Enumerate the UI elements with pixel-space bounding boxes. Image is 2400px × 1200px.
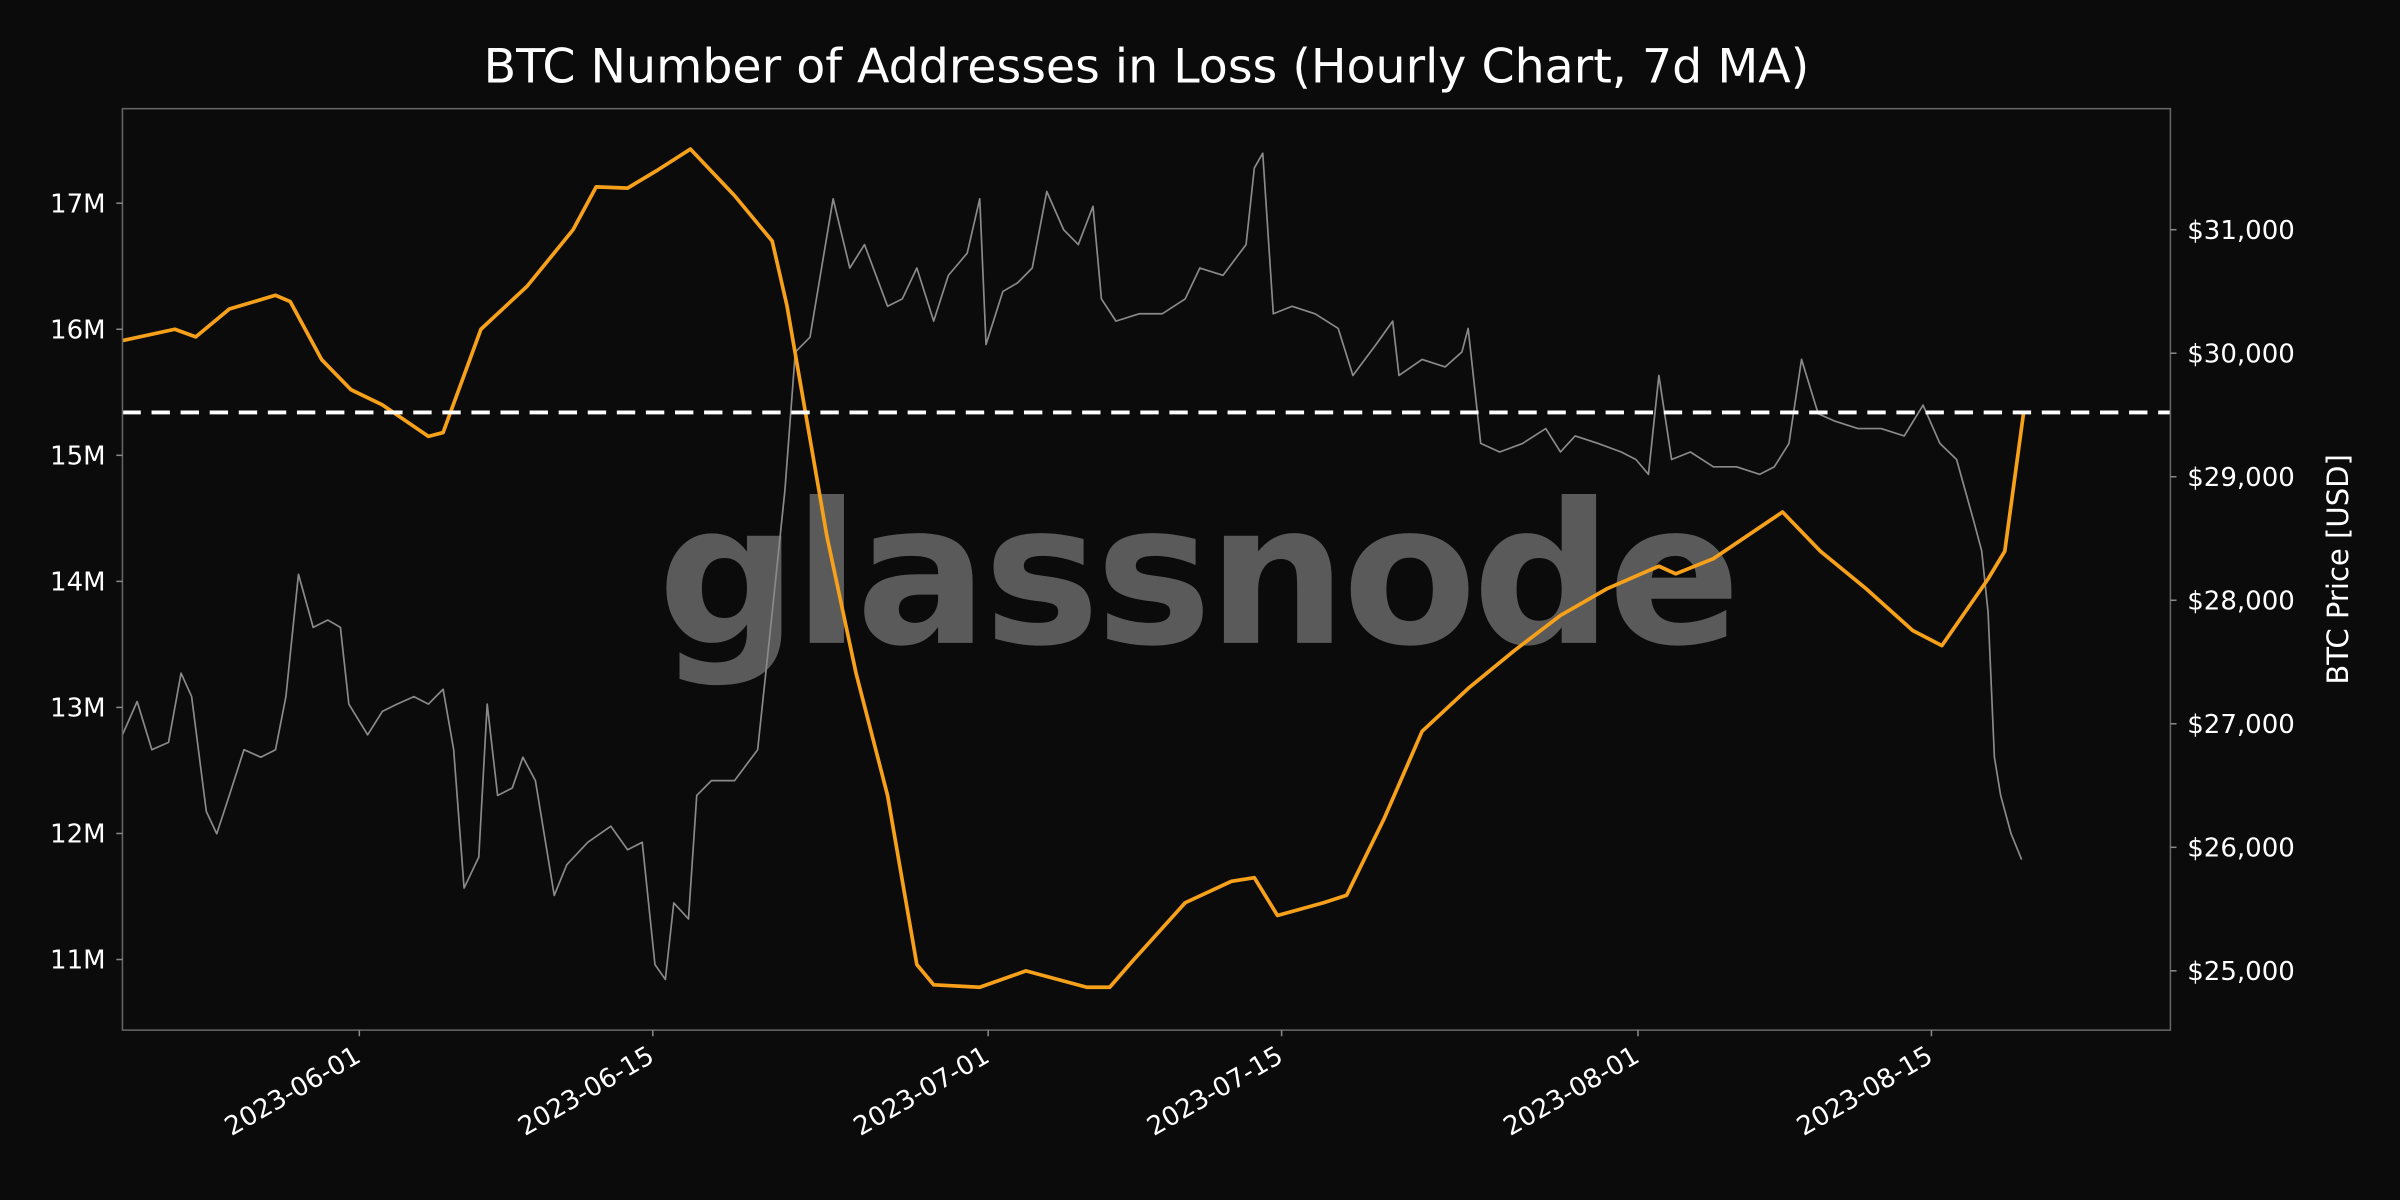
y-left-tick-label: 17M <box>50 189 106 219</box>
y-axis-right: $25,000 $26,000 $27,000 $28,000 $29,000 $30,0… <box>2170 216 2295 987</box>
y-right-tick-label: $28,000 <box>2187 586 2295 616</box>
y-axis-right-label: BTC Price [USD] <box>2321 454 2355 685</box>
plot-frame <box>121 107 2172 1031</box>
y-right-tick-label: $30,000 <box>2187 339 2295 369</box>
y-left-tick-label: 12M <box>50 820 106 850</box>
y-left-tick-label: 14M <box>50 568 106 598</box>
y-right-tick-label: $26,000 <box>2187 833 2295 863</box>
y-left-tick-label: 16M <box>50 315 106 345</box>
y-right-tick-label: $31,000 <box>2187 216 2295 246</box>
series-line-addresses-in-loss <box>122 147 2026 990</box>
series-layer <box>121 147 2026 990</box>
y-right-tick-label: $27,000 <box>2187 710 2295 740</box>
y-left-tick-label: 11M <box>50 946 106 976</box>
y-right-tick-label: $25,000 <box>2187 957 2295 987</box>
y-axis-left: 11M 12M 13M 14M 15M 16M 17M <box>50 189 123 976</box>
chart-title: BTC Number of Addresses in Loss (Hourly … <box>484 40 1810 95</box>
y-right-tick-label: $29,000 <box>2187 463 2295 493</box>
series-line-btc-price <box>121 152 2023 981</box>
watermark-logo: glassnode <box>658 462 1737 690</box>
y-left-tick-label: 15M <box>50 441 106 471</box>
y-left-tick-label: 13M <box>50 694 106 724</box>
